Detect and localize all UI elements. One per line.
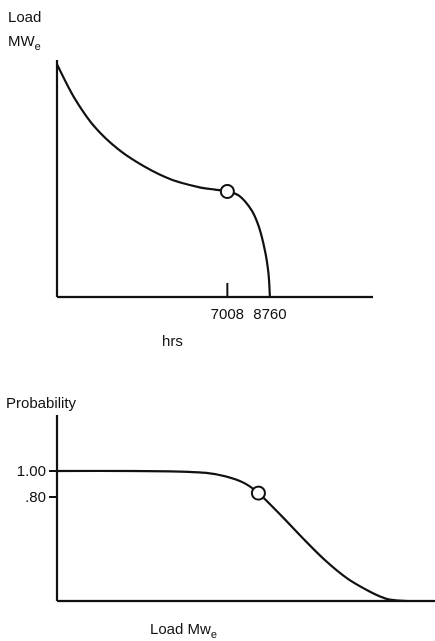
top-xlabel: hrs [162,333,183,350]
top-x-tick-label: 7008 [211,306,244,323]
top-ylabel-line1: Load [8,9,41,26]
top-curve-marker [219,183,235,199]
bottom-xlabel: Load Mwe [150,621,217,641]
top-x-tick-label: 8760 [253,306,286,323]
probability-chart: Probability 1.00 .80 Load Mwe [6,395,435,641]
bottom-curve-marker [250,485,266,501]
bottom-y-ticks: 1.00 .80 [17,463,57,506]
bottom-xlabel-main: Load Mw [150,621,211,638]
bottom-xlabel-subscript: e [211,629,217,641]
bottom-probability-curve [56,469,408,603]
bottom-ylabel: Probability [6,395,77,412]
top-ylabel-subscript: e [35,41,41,53]
top-x-ticks: 7008 8760 [211,283,287,323]
top-ylabel-main: MW [8,33,35,50]
load-duration-chart: Load MWe 7008 8760 hrs [8,9,373,350]
bottom-y-tick-label: .80 [25,489,46,506]
top-ylabel-line2: MWe [8,33,41,53]
bottom-y-tick-label: 1.00 [17,463,46,480]
top-load-curve [56,63,271,298]
